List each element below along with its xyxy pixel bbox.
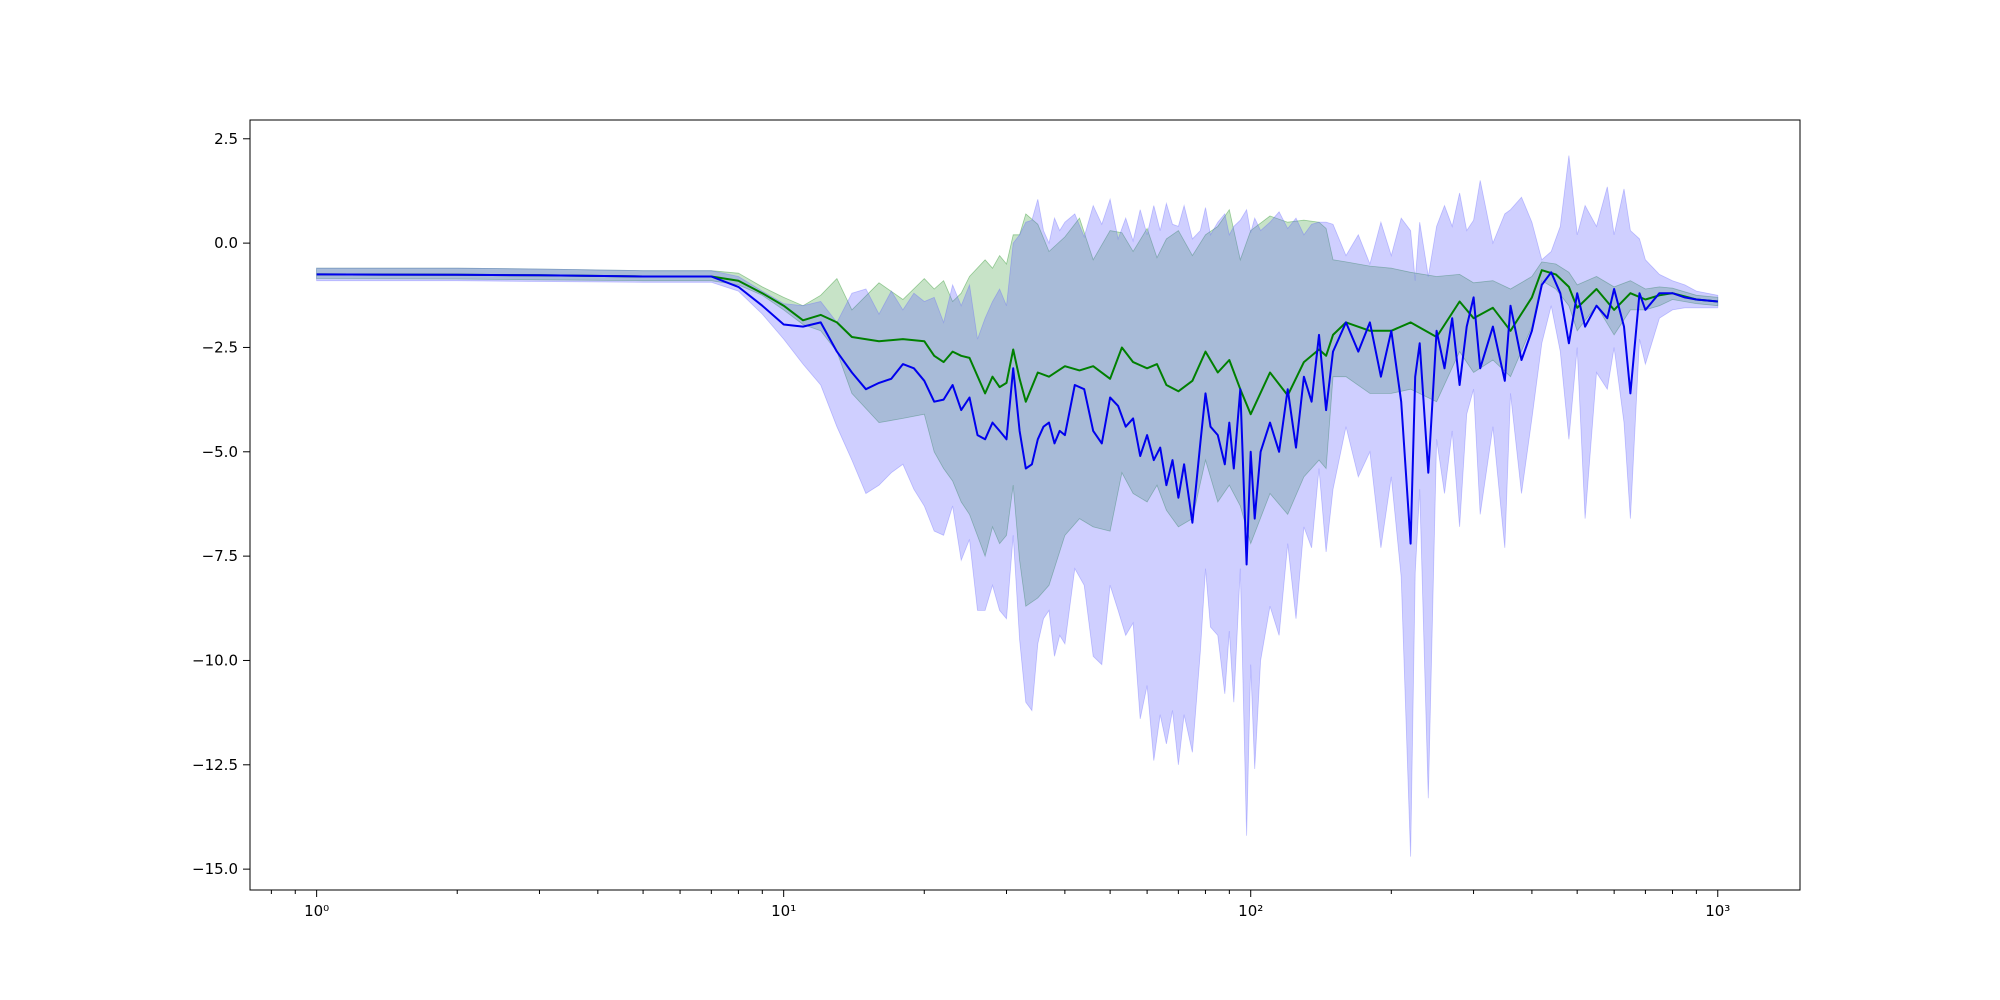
x-tick-label: 10² — [1238, 902, 1263, 920]
y-tick-label: −15.0 — [192, 860, 238, 878]
y-tick-label: −5.0 — [202, 443, 238, 461]
y-tick-label: −12.5 — [192, 756, 238, 774]
x-tick-label: 10⁰ — [304, 902, 329, 920]
y-tick-label: −7.5 — [202, 547, 238, 565]
y-axis: 2.5 0.0 −2.5 −5.0 −7.5 −10.0 −12.5 −15.0 — [192, 130, 250, 878]
confidence-bands — [316, 155, 1719, 857]
x-tick-label: 10³ — [1705, 902, 1730, 920]
x-axis: 10⁰ 10¹ 10² 10³ — [270, 890, 1730, 920]
plot-frame — [249, 119, 1801, 891]
y-tick-label: −10.0 — [192, 651, 238, 669]
y-tick-label: 0.0 — [214, 234, 238, 252]
series-1-line — [316, 269, 1718, 416]
series-lines — [316, 269, 1718, 566]
series-2-band — [316, 155, 1719, 857]
y-tick-label: 2.5 — [214, 130, 238, 148]
y-tick-label: −2.5 — [202, 338, 238, 356]
series-2-line — [316, 271, 1718, 566]
x-tick-label: 10¹ — [771, 902, 796, 920]
